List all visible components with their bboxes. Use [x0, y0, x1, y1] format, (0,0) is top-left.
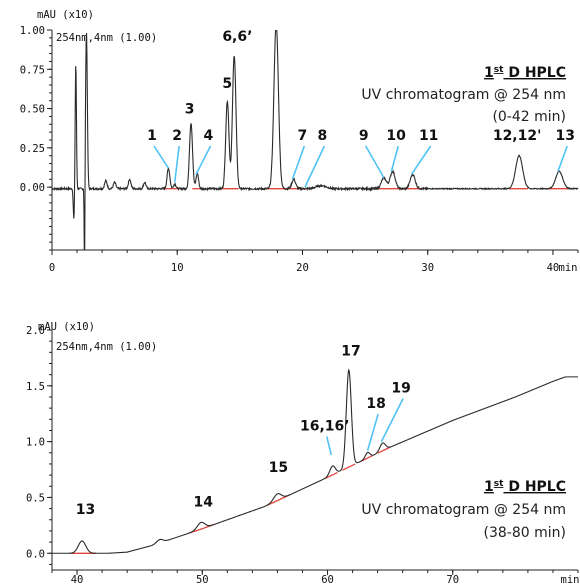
peak-label: 13	[555, 128, 574, 144]
peak-label: 4	[204, 128, 214, 144]
peak-leader-line	[291, 145, 306, 180]
y-tick-label: 2.0	[26, 325, 45, 337]
info-subtitle: UV chromatogram @ 254 nm	[361, 87, 566, 103]
y-unit-label: mAU (x10)	[37, 9, 94, 21]
y-tick-label: 0.00	[20, 182, 45, 194]
peak-label: 5	[222, 76, 232, 92]
y-tick-label: 0.0	[26, 548, 45, 560]
integration-baseline	[377, 446, 391, 454]
info-subtitle: UV chromatogram @ 254 nm	[361, 502, 566, 518]
peak-leader-line	[380, 398, 404, 442]
peak-label: 15	[269, 460, 288, 476]
x-tick-label: 0	[49, 262, 55, 274]
peak-label: 13	[76, 502, 95, 518]
y-tick-label: 0.25	[20, 143, 45, 155]
info-range: (0-42 min)	[492, 109, 566, 125]
info-range: (38-80 min)	[484, 525, 566, 541]
x-tick-label: 50	[196, 574, 209, 586]
peak-label: 17	[341, 344, 360, 360]
info-title: 1st D HPLC	[484, 479, 566, 495]
chromatogram-trace	[52, 30, 579, 250]
x-tick-label: 40	[547, 262, 560, 274]
detector-label: 254nm,4nm (1.00)	[56, 32, 157, 44]
peak-label: 7	[297, 128, 307, 144]
peak-leader-line	[153, 145, 170, 169]
peak-label: 9	[359, 128, 369, 144]
y-tick-label: 1.0	[26, 437, 45, 449]
peak-label: 19	[391, 381, 410, 397]
integration-baseline	[324, 471, 338, 480]
peak-leader-line	[557, 145, 568, 172]
x-tick-label: 30	[421, 262, 434, 274]
integration-baseline	[361, 455, 373, 462]
y-tick-label: 0.5	[26, 492, 45, 504]
chromatogram-trace	[52, 368, 578, 554]
x-tick-label: 60	[321, 574, 334, 586]
peak-label: 2	[172, 128, 182, 144]
y-tick-label: 0.50	[20, 104, 45, 116]
integration-baseline	[342, 463, 356, 471]
peak-label: 10	[386, 128, 406, 144]
peak-label: 3	[185, 101, 195, 117]
info-title: 1st D HPLC	[484, 65, 566, 81]
x-tick-label: 40	[71, 574, 84, 586]
x-tick-label: 10	[171, 262, 184, 274]
peak-label: 1	[147, 128, 157, 144]
chart-panel-2: 2.0 1.5 1.0 0.5 0.0 40 50 60 70 mAU (x10) 254nm,4n…	[26, 321, 579, 586]
detector-label: 254nm,4nm (1.00)	[56, 341, 157, 353]
info-title-sup: st	[494, 479, 504, 489]
x-unit-label: min	[559, 262, 578, 274]
peak-label: 6,6’	[222, 29, 252, 45]
peak-leader-line	[365, 145, 385, 179]
x-unit-label: min	[561, 574, 580, 586]
peak-leader-line	[390, 145, 400, 172]
x-tick-label: 70	[446, 574, 459, 586]
y-tick-label: 1.5	[26, 381, 45, 393]
peak-label: 18	[366, 396, 385, 412]
peak-leader-line	[173, 145, 180, 183]
info-title-rest: D HPLC	[503, 65, 566, 81]
info-title-sup: st	[494, 65, 504, 75]
y-tick-label: 1.00	[20, 25, 45, 37]
peak-leader-line	[366, 413, 379, 451]
peak-leader-line	[410, 145, 432, 176]
peak-label: 8	[318, 128, 328, 144]
info-title-prefix: 1	[484, 479, 494, 495]
peak-label: 11	[419, 128, 438, 144]
info-title-prefix: 1	[484, 65, 494, 81]
x-tick-label: 20	[296, 262, 309, 274]
y-tick-label: 0.75	[20, 64, 45, 76]
peak-label: 12,12'	[493, 128, 542, 144]
peak-label: 14	[194, 494, 214, 510]
peak-label: 16,16’	[300, 418, 350, 434]
peak-leader-line	[304, 145, 326, 188]
y-unit-label: mAU (x10)	[38, 321, 95, 333]
peak-leader-line	[195, 145, 212, 175]
info-title-rest: D HPLC	[503, 479, 566, 495]
peak-leader-line	[325, 436, 333, 456]
